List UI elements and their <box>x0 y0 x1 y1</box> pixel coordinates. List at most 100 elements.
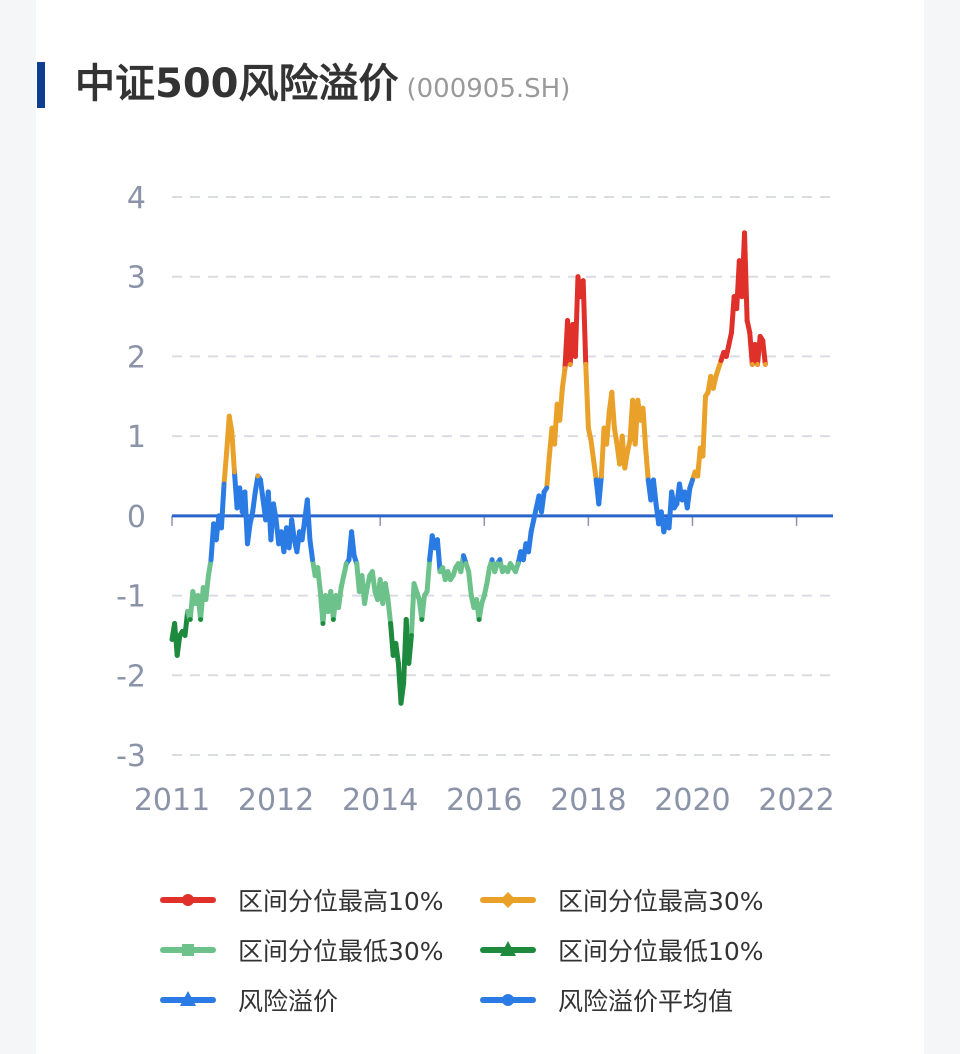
legend-label: 区间分位最高10% <box>238 887 444 916</box>
data-point <box>580 278 586 284</box>
series-segment <box>650 477 659 507</box>
series-segment <box>382 581 391 603</box>
series-segment <box>424 557 433 595</box>
data-point <box>697 445 703 451</box>
data-point <box>213 537 219 543</box>
data-point <box>419 617 425 622</box>
series-segment <box>622 449 630 471</box>
data-point <box>559 385 565 391</box>
data-point <box>211 521 217 527</box>
data-point <box>424 589 430 594</box>
data-point <box>336 605 341 610</box>
data-point <box>351 553 357 559</box>
legend-item[interactable]: 风险溢价 <box>160 980 338 1020</box>
y-tick-label: 2 <box>127 340 146 375</box>
y-tick-label: 0 <box>127 500 146 535</box>
data-point <box>221 481 227 487</box>
data-point <box>666 525 672 531</box>
series-segment <box>218 481 227 531</box>
data-point <box>229 429 235 435</box>
data-point <box>169 637 175 642</box>
data-point <box>484 581 490 587</box>
chart-title: 中证500风险溢价 (000905.SH) <box>75 56 570 112</box>
data-point <box>625 449 630 455</box>
legend-label: 区间分位最高30% <box>558 887 764 916</box>
data-point <box>193 601 198 606</box>
data-point <box>450 573 456 579</box>
data-point <box>414 589 420 594</box>
series-segment <box>174 632 183 658</box>
data-point <box>614 441 620 447</box>
data-point <box>497 557 503 563</box>
series-segment <box>755 334 763 367</box>
data-point <box>583 362 589 367</box>
data-point <box>645 477 651 483</box>
data-point <box>617 461 623 467</box>
data-point <box>533 505 539 511</box>
data-point <box>734 306 740 311</box>
series-segment <box>557 385 565 423</box>
series-segment <box>640 405 649 451</box>
data-point <box>377 577 383 583</box>
data-point <box>299 537 305 543</box>
data-point <box>435 537 440 543</box>
data-point <box>744 318 750 323</box>
data-point <box>539 509 544 515</box>
y-tick-label: 3 <box>127 261 146 296</box>
legend-item[interactable]: 风险溢价平均值 <box>480 980 733 1020</box>
data-point <box>369 569 375 575</box>
data-point <box>479 601 485 606</box>
data-point <box>338 585 344 590</box>
data-point <box>762 362 768 367</box>
legend-item[interactable]: 区间分位最高10% <box>160 880 444 920</box>
data-point <box>356 589 362 594</box>
data-point <box>416 597 422 602</box>
series-segment <box>643 445 651 483</box>
data-point <box>291 537 297 543</box>
data-point <box>700 453 706 459</box>
series-segment <box>609 389 617 431</box>
data-point <box>591 457 596 463</box>
series-segment <box>611 425 620 447</box>
data-point <box>523 541 529 547</box>
data-point <box>723 354 729 359</box>
data-point <box>468 593 474 598</box>
data-point <box>565 318 570 323</box>
series-segment <box>408 581 417 638</box>
data-point <box>500 569 505 575</box>
data-point <box>638 417 643 423</box>
data-point <box>664 517 669 523</box>
data-point <box>541 489 547 495</box>
series-segment <box>205 557 214 579</box>
series-segment <box>466 569 474 599</box>
data-point <box>455 561 461 567</box>
data-point <box>658 509 664 515</box>
chart-title-main: 中证500风险溢价 <box>75 61 399 107</box>
data-point <box>317 589 323 594</box>
data-point <box>487 565 492 571</box>
data-point <box>185 609 191 614</box>
data-point <box>528 529 534 535</box>
data-point <box>411 581 417 587</box>
data-point <box>409 633 414 638</box>
data-point <box>297 529 302 535</box>
data-point <box>739 294 745 300</box>
legend-item[interactable]: 区间分位最高30% <box>480 880 764 920</box>
data-point <box>278 529 284 535</box>
legend-item[interactable]: 区间分位最低10% <box>480 930 764 970</box>
series-segment <box>419 593 427 622</box>
data-point <box>198 617 204 622</box>
data-point <box>466 569 472 575</box>
data-point <box>757 334 763 339</box>
data-point <box>245 541 250 547</box>
data-point <box>731 294 737 300</box>
legend-item[interactable]: 区间分位最低30% <box>160 930 444 970</box>
data-point <box>422 593 427 598</box>
legend-marker-icon <box>160 944 216 956</box>
data-point <box>549 425 555 431</box>
series-segment <box>684 485 693 511</box>
data-point <box>708 373 714 379</box>
series-segment <box>369 569 378 595</box>
data-point <box>445 569 451 575</box>
data-point <box>721 350 727 355</box>
